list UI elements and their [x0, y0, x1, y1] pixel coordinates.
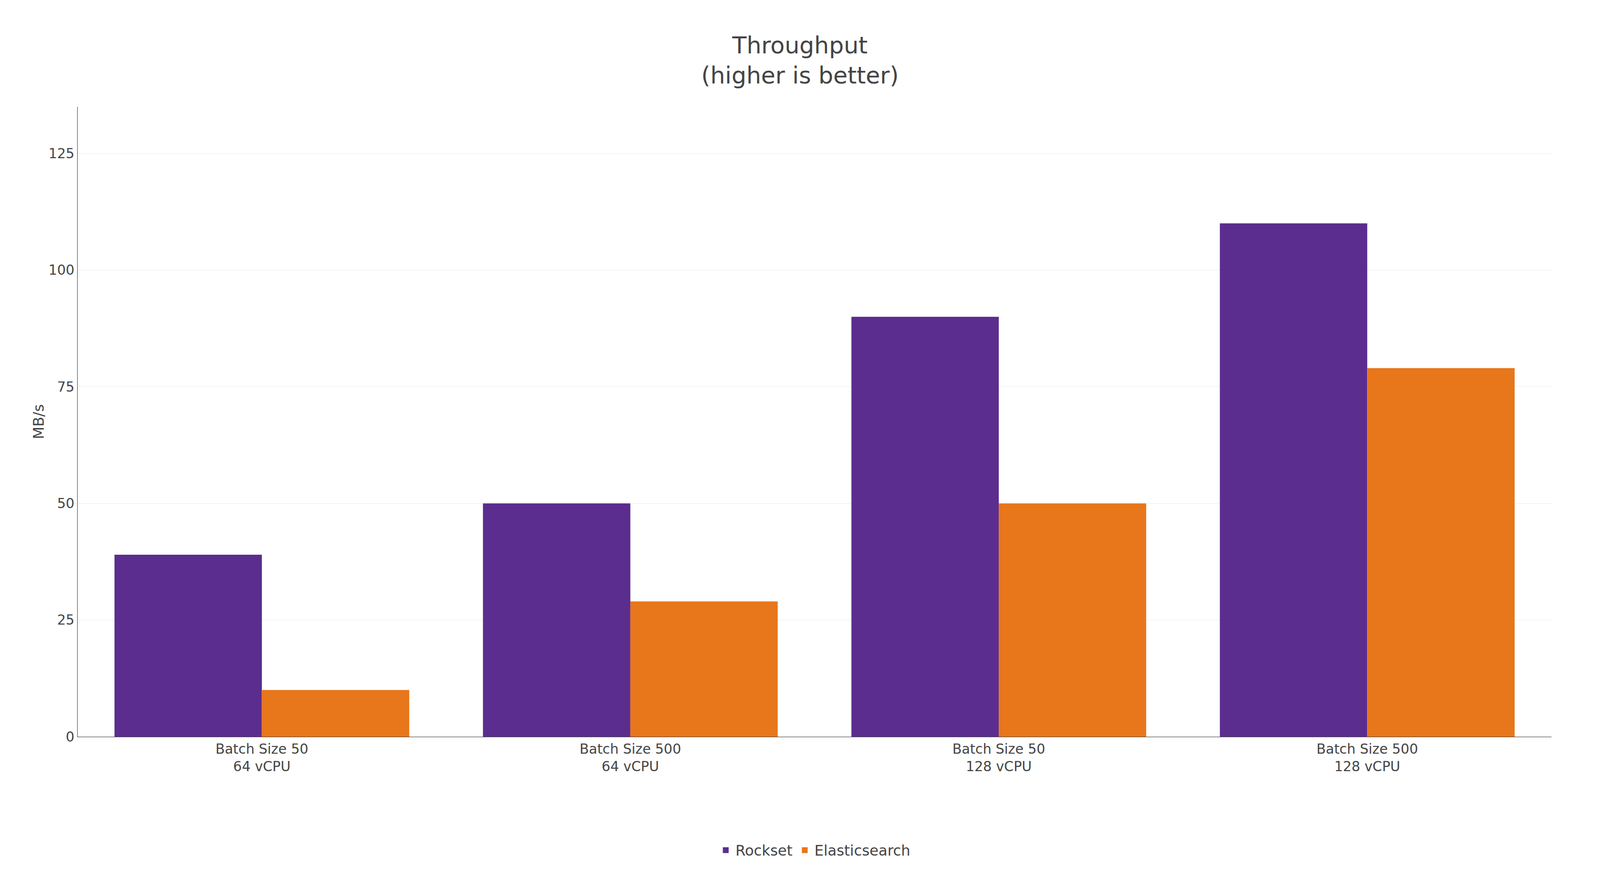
svg-text:Batch Size 500128 vCPU: Batch Size 500128 vCPU: [1316, 741, 1419, 775]
svg-text:25: 25: [57, 611, 75, 628]
svg-text:75: 75: [57, 379, 75, 396]
svg-text:Batch Size 50128 vCPU: Batch Size 50128 vCPU: [952, 741, 1045, 775]
svg-text:Batch Size 50064 vCPU: Batch Size 50064 vCPU: [579, 741, 681, 775]
svg-text:125: 125: [48, 145, 75, 162]
svg-text:Throughput(higher is better): Throughput(higher is better): [701, 31, 899, 89]
svg-text:Batch Size 5064 vCPU: Batch Size 5064 vCPU: [215, 741, 309, 775]
svg-text:0: 0: [65, 728, 75, 745]
svg-text:100: 100: [48, 262, 75, 279]
svg-text:50: 50: [57, 495, 75, 512]
svg-text:Elasticsearch: Elasticsearch: [814, 841, 911, 859]
svg-text:Rockset: Rockset: [735, 841, 793, 859]
svg-text:MB/s: MB/s: [30, 404, 48, 440]
